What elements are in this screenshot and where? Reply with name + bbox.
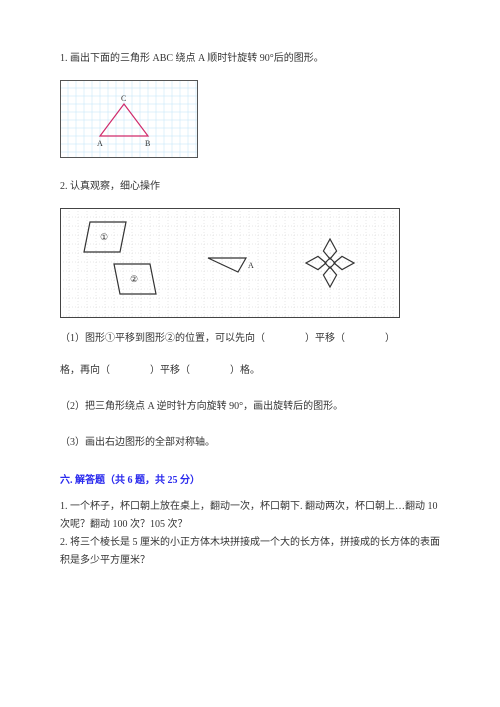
q2-sub1e: ）平移（ <box>150 365 190 376</box>
q1-svg: A B C <box>60 80 198 158</box>
spacer-2 <box>60 380 440 398</box>
q2-sub1a: （1）图形①平移到图形②的位置，可以先向（ <box>60 333 265 344</box>
svg-text:C: C <box>121 94 126 103</box>
svg-text:②: ② <box>130 274 138 284</box>
section6-p2: 2. 将三个棱长是 5 厘米的小正方体木块拼接成一个大的长方体，拼接成的长方体的… <box>60 534 440 570</box>
q2-sub2: （2）把三角形绕点 A 逆时针方向旋转 90°，画出旋转后的图形。 <box>60 398 440 416</box>
q2-sub1d: 格，再向（ <box>60 365 110 376</box>
svg-text:①: ① <box>100 232 108 242</box>
q2-sub1b: ）平移（ <box>305 333 345 344</box>
svg-text:A: A <box>97 139 103 148</box>
q1-text: 1. 画出下面的三角形 ABC 绕点 A 顺时针旋转 90°后的图形。 <box>60 50 440 68</box>
section-6-title: 六. 解答题（共 6 题，共 25 分） <box>60 472 440 490</box>
q2-sub1-line1: （1）图形①平移到图形②的位置，可以先向（ ）平移（ ） <box>60 330 440 348</box>
question-1: 1. 画出下面的三角形 ABC 绕点 A 顺时针旋转 90°后的图形。 A B C <box>60 50 440 158</box>
q2-sub1-line2: 格，再向（ ）平移（ ）格。 <box>60 362 440 380</box>
section6-p1: 1. 一个杯子，杯口朝上放在桌上，翻动一次，杯口朝下. 翻动两次，杯口朝上…翻动… <box>60 498 440 534</box>
spacer-1 <box>60 348 440 362</box>
q2-sub3: （3）画出右边图形的全部对称轴。 <box>60 434 440 452</box>
q2-sub1f: ）格。 <box>230 365 260 376</box>
q2-sub1c: ） <box>385 333 395 344</box>
question-2: 2. 认真观察，细心操作 ① ② A （1）图形①平移到图形②的位置，可以先向（ ）平… <box>60 178 440 452</box>
svg-text:A: A <box>248 261 254 270</box>
q2-figure: ① ② A <box>60 208 440 318</box>
q1-figure: A B C <box>60 80 440 158</box>
q2-svg: ① ② A <box>60 208 400 318</box>
spacer-3 <box>60 416 440 434</box>
q2-text: 2. 认真观察，细心操作 <box>60 178 440 196</box>
svg-text:B: B <box>145 139 150 148</box>
